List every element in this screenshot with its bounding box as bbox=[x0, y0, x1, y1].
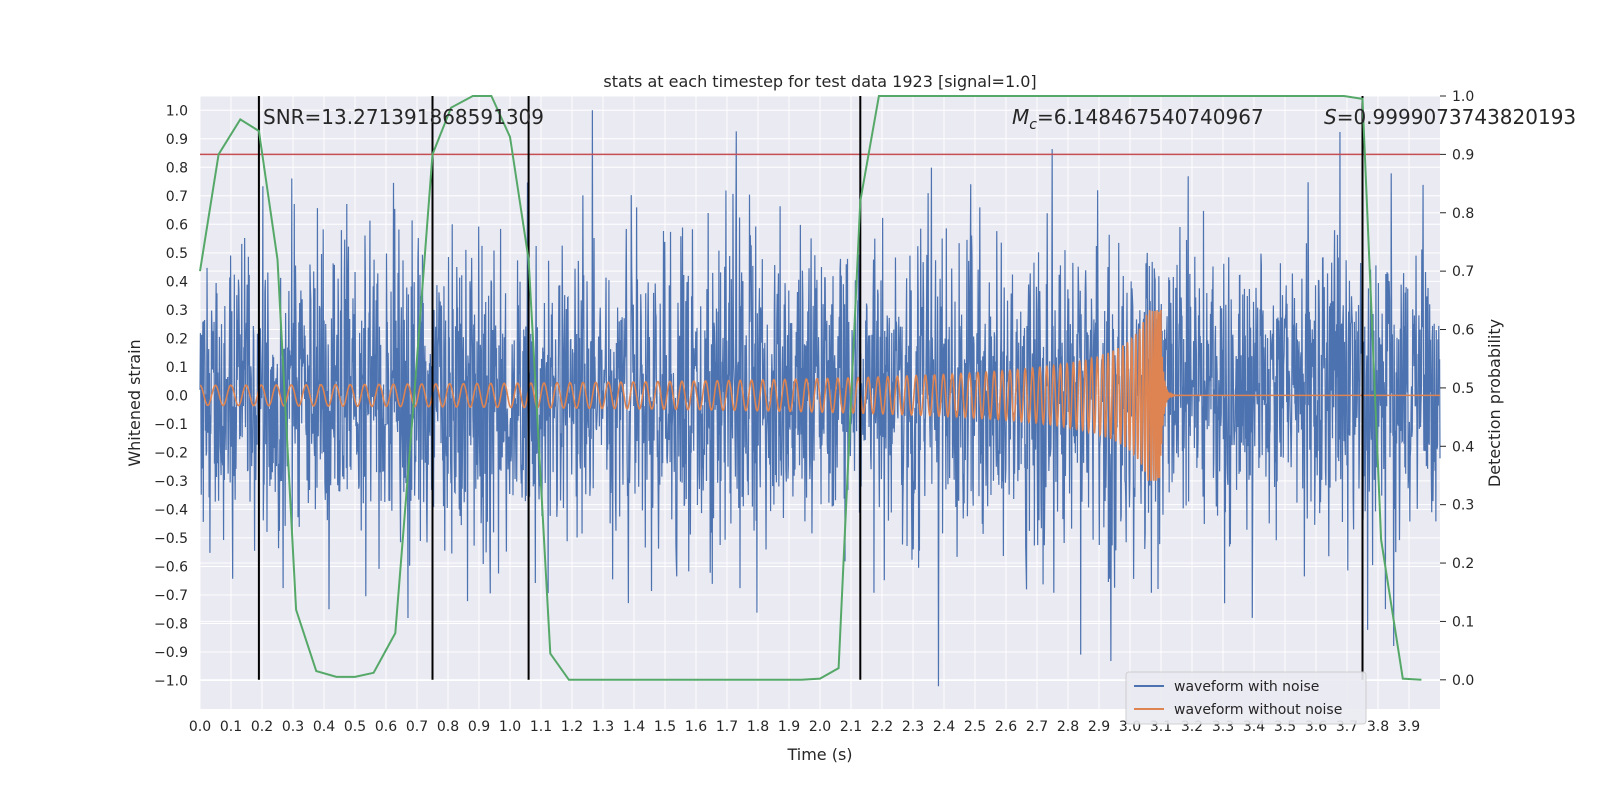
y-tick-label: −0.4 bbox=[154, 502, 188, 518]
y-tick-label: −1.0 bbox=[154, 673, 188, 689]
y2-tick-label: 0.5 bbox=[1452, 381, 1474, 397]
x-tick-label: 2.9 bbox=[1088, 719, 1110, 735]
x-tick-label: 2.0 bbox=[809, 719, 831, 735]
y-tick-label: −0.7 bbox=[154, 588, 188, 604]
y-tick-label: 0.8 bbox=[166, 160, 188, 176]
x-tick-label: 2.5 bbox=[964, 719, 986, 735]
x-tick-label: 0.0 bbox=[189, 719, 211, 735]
y-tick-label: 0.1 bbox=[166, 360, 188, 376]
x-tick-label: 1.9 bbox=[778, 719, 800, 735]
y-tick-label: 0.0 bbox=[166, 388, 188, 404]
x-tick-label: 2.6 bbox=[995, 719, 1017, 735]
chart-title: stats at each timestep for test data 192… bbox=[603, 72, 1036, 91]
x-tick-label: 0.4 bbox=[313, 719, 335, 735]
x-tick-label: 0.8 bbox=[437, 719, 459, 735]
y-tick-label: 0.7 bbox=[166, 189, 188, 205]
legend: waveform with noise waveform without noi… bbox=[1126, 672, 1366, 724]
x-tick-label: 3.9 bbox=[1398, 719, 1420, 735]
x-tick-label: 2.2 bbox=[871, 719, 893, 735]
x-tick-label: 0.1 bbox=[220, 719, 242, 735]
x-tick-label: 1.2 bbox=[561, 719, 583, 735]
y2-tick-label: 0.1 bbox=[1452, 614, 1474, 630]
x-tick-label: 0.7 bbox=[406, 719, 428, 735]
y2-tick-label: 0.2 bbox=[1452, 556, 1474, 572]
y-tick-label: 0.2 bbox=[166, 331, 188, 347]
chart: 0.0 0.1 0.2 0.3 0.4 0.5 0.6 0.7 0.8 0.9 1.0 1.1 1.2 1… bbox=[0, 0, 1600, 800]
x-tick-label: 2.3 bbox=[902, 719, 924, 735]
x-tick-label: 1.4 bbox=[623, 719, 645, 735]
y-tick-label: −0.9 bbox=[154, 645, 188, 661]
y-tick-label: −0.8 bbox=[154, 616, 188, 632]
x-tick-label: 1.5 bbox=[654, 719, 676, 735]
x-tick-label: 1.0 bbox=[499, 719, 521, 735]
y2-tick-label: 1.0 bbox=[1452, 89, 1474, 105]
legend-label-noise: waveform with noise bbox=[1174, 679, 1319, 695]
x-axis-label: Time (s) bbox=[786, 745, 852, 764]
y-tick-label: 0.9 bbox=[166, 132, 188, 148]
x-tick-label: 2.4 bbox=[933, 719, 955, 735]
y2-tick-label: 0.8 bbox=[1452, 206, 1474, 222]
x-tick-label: 1.1 bbox=[530, 719, 552, 735]
y2-tick-label: 0.4 bbox=[1452, 439, 1474, 455]
x-tick-label: 2.1 bbox=[840, 719, 862, 735]
legend-label-clean: waveform without noise bbox=[1174, 702, 1342, 718]
y2-tick-label: 0.0 bbox=[1452, 673, 1474, 689]
y2-tick-label: 0.9 bbox=[1452, 147, 1474, 163]
y-tick-label: 0.3 bbox=[166, 303, 188, 319]
x-tick-label: 0.6 bbox=[375, 719, 397, 735]
y-axis-label: Whitened strain bbox=[125, 339, 144, 466]
y2-tick-label: 0.6 bbox=[1452, 323, 1474, 339]
y2-tick-label: 0.7 bbox=[1452, 264, 1474, 280]
x-tick-label: 0.3 bbox=[282, 719, 304, 735]
snr-annotation: SNR=13.271391868591309 bbox=[263, 105, 544, 129]
score-annotation: S=0.9999073743820193 bbox=[1324, 105, 1576, 129]
y-tick-label: 0.4 bbox=[166, 274, 188, 290]
x-tick-label: 1.7 bbox=[716, 719, 738, 735]
y2-tick-label: 0.3 bbox=[1452, 498, 1474, 514]
chirp-mass-annotation: Mc=6.148467540740967 bbox=[1012, 105, 1264, 133]
y-tick-label: −0.3 bbox=[154, 474, 188, 490]
x-tick-label: 2.8 bbox=[1057, 719, 1079, 735]
y-tick-label: 0.6 bbox=[166, 217, 188, 233]
x-tick-label: 3.8 bbox=[1367, 719, 1389, 735]
y-tick-label: −0.6 bbox=[154, 559, 188, 575]
x-tick-label: 1.8 bbox=[747, 719, 769, 735]
x-tick-label: 0.9 bbox=[468, 719, 490, 735]
y-tick-label: −0.1 bbox=[154, 417, 188, 433]
y-tick-label: −0.5 bbox=[154, 531, 188, 547]
y-tick-label: −0.2 bbox=[154, 445, 188, 461]
x-tick-label: 1.6 bbox=[685, 719, 707, 735]
x-tick-label: 0.5 bbox=[344, 719, 366, 735]
y2-axis-label: Detection probability bbox=[1485, 319, 1504, 487]
x-tick-label: 2.7 bbox=[1026, 719, 1048, 735]
x-tick-label: 0.2 bbox=[251, 719, 273, 735]
y-tick-label: 0.5 bbox=[166, 246, 188, 262]
x-tick-label: 1.3 bbox=[592, 719, 614, 735]
y-tick-label: 1.0 bbox=[166, 103, 188, 119]
